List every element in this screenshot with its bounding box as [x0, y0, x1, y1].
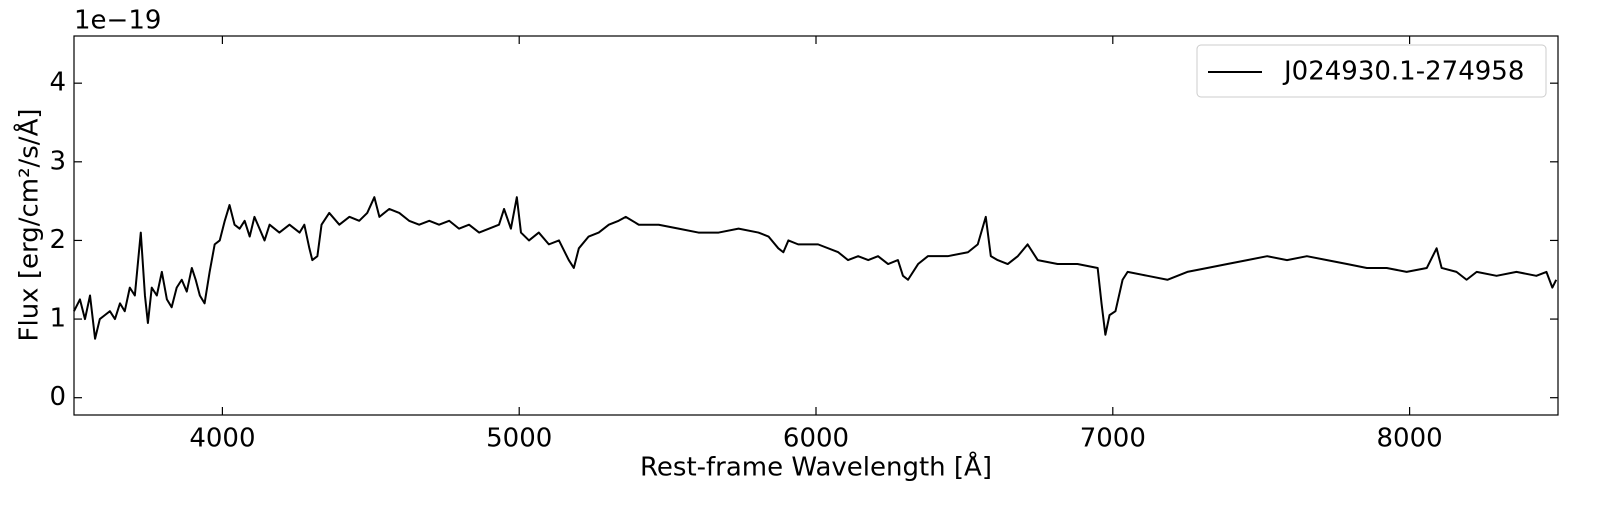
- y-tick-label: 1: [49, 304, 66, 334]
- spectrum-line: [73, 196, 1558, 340]
- offset-text: 1e−19: [74, 6, 161, 36]
- x-tick-label: 6000: [783, 424, 849, 454]
- x-tick-label: 5000: [486, 424, 552, 454]
- y-tick-label: 2: [49, 225, 66, 255]
- y-tick-label: 0: [49, 382, 66, 412]
- x-tick-label: 4000: [189, 424, 255, 454]
- y-tick-label: 3: [49, 146, 66, 176]
- x-tick-label: 7000: [1080, 424, 1146, 454]
- y-axis-label: Flux [erg/cm²/s/Å]: [13, 109, 45, 342]
- x-tick-label: 8000: [1377, 424, 1443, 454]
- x-axis-label: Rest-frame Wavelength [Å]: [640, 451, 992, 483]
- y-tick-label: 4: [49, 68, 66, 98]
- legend-box: [1196, 44, 1547, 98]
- legend-label: J024930.1-274958: [1282, 57, 1524, 87]
